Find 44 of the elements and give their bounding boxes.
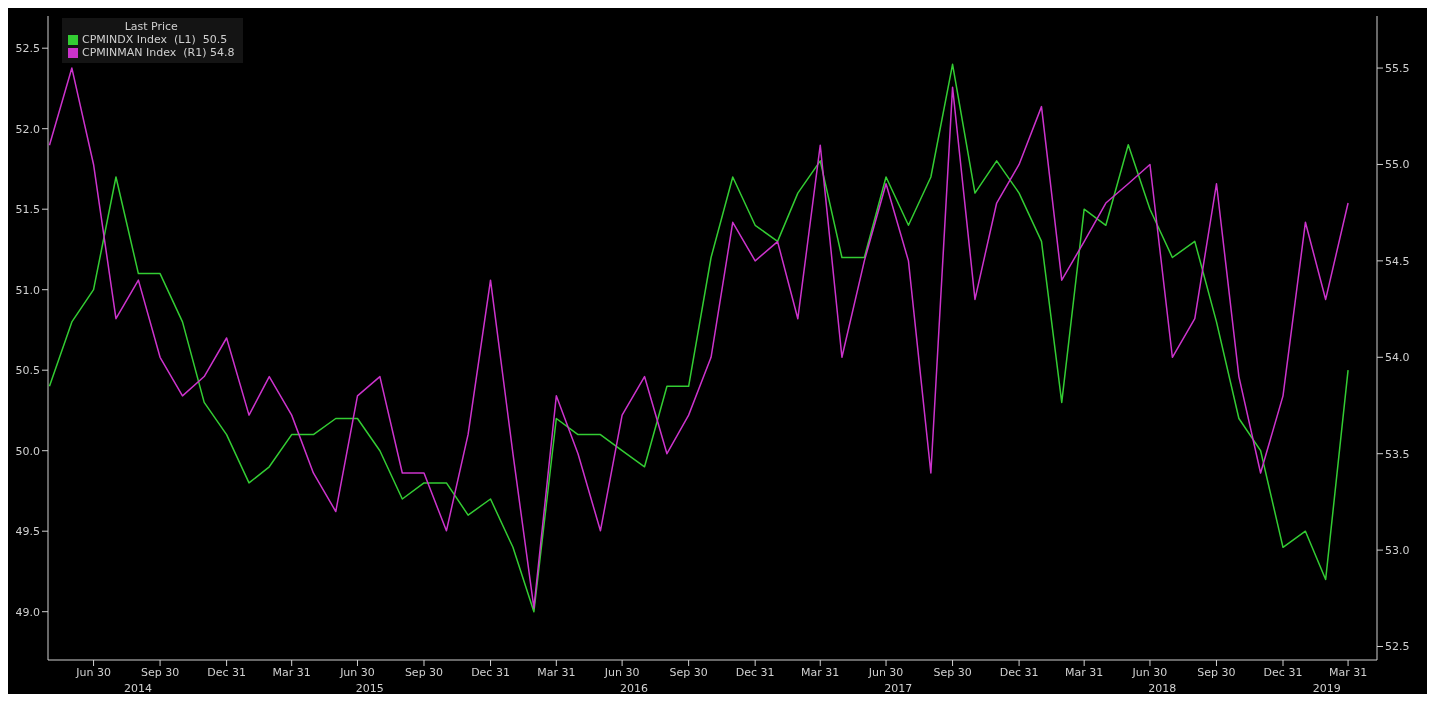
x-tick-label: Mar 31 (801, 665, 840, 679)
x-tick-label: Jun 30 (339, 665, 375, 679)
y2-tick-label: 53.5 (1385, 447, 1410, 461)
legend-label: CPMINMAN Index (R1) 54.8 (82, 46, 235, 59)
legend-title: Last Price (123, 20, 179, 33)
text: 2019 (1312, 681, 1341, 695)
x-tick-label: Jun 30 (75, 665, 111, 679)
x-tick-label: Dec 31 (735, 665, 775, 679)
x-tick-label: Dec 31 (999, 665, 1039, 679)
x-tick-label: Jun 30 (1131, 665, 1168, 679)
text: 2014 (124, 681, 153, 695)
y2-tick-label: 53.0 (1385, 544, 1410, 557)
y2-tick-label: 54.5 (1385, 254, 1410, 268)
x-tick-label: Sep 30 (933, 665, 972, 679)
x-tick-label: Jun 30 (867, 665, 904, 679)
y-tick-label: 52.5 (15, 42, 40, 56)
y2-tick-label: 55.0 (1385, 158, 1410, 172)
legend-label: CPMINDX Index (L1) 50.5 (82, 33, 228, 46)
text: 2016 (620, 681, 649, 695)
x-tick-label: Sep 30 (404, 665, 444, 679)
text: 2015 (355, 681, 384, 695)
y-tick-label: 50.0 (15, 444, 40, 458)
x-tick-label: Sep 30 (1197, 665, 1236, 679)
text: 2017 (884, 681, 913, 695)
x-tick-label: Jun 30 (603, 665, 640, 679)
y-tick-label: 50.5 (15, 364, 40, 378)
y2-tick-label: 55.5 (1385, 61, 1410, 75)
y-tick-label: 52.0 (15, 122, 40, 136)
x-tick-label: Mar 31 (1065, 665, 1104, 679)
x-tick-label: Mar 31 (1328, 665, 1368, 679)
x-tick-label: Dec 31 (1263, 665, 1303, 679)
y2-tick-label: 52.5 (1385, 640, 1410, 654)
x-tick-label: Mar 31 (537, 665, 576, 679)
x-tick-label: Sep 30 (140, 665, 180, 679)
x-tick-label: Mar 31 (272, 665, 311, 679)
y-tick-label: 49.0 (15, 605, 40, 619)
x-tick-label: Dec 31 (207, 665, 246, 679)
x-tick-label: Sep 30 (669, 665, 708, 679)
y-tick-label: 51.5 (15, 203, 40, 217)
x-tick-label: Dec 31 (471, 665, 510, 679)
y-tick-label: 51.0 (15, 283, 40, 297)
y-tick-label: 49.5 (15, 525, 40, 539)
text: 2018 (1148, 681, 1177, 695)
y2-tick-label: 54.0 (1385, 351, 1410, 365)
